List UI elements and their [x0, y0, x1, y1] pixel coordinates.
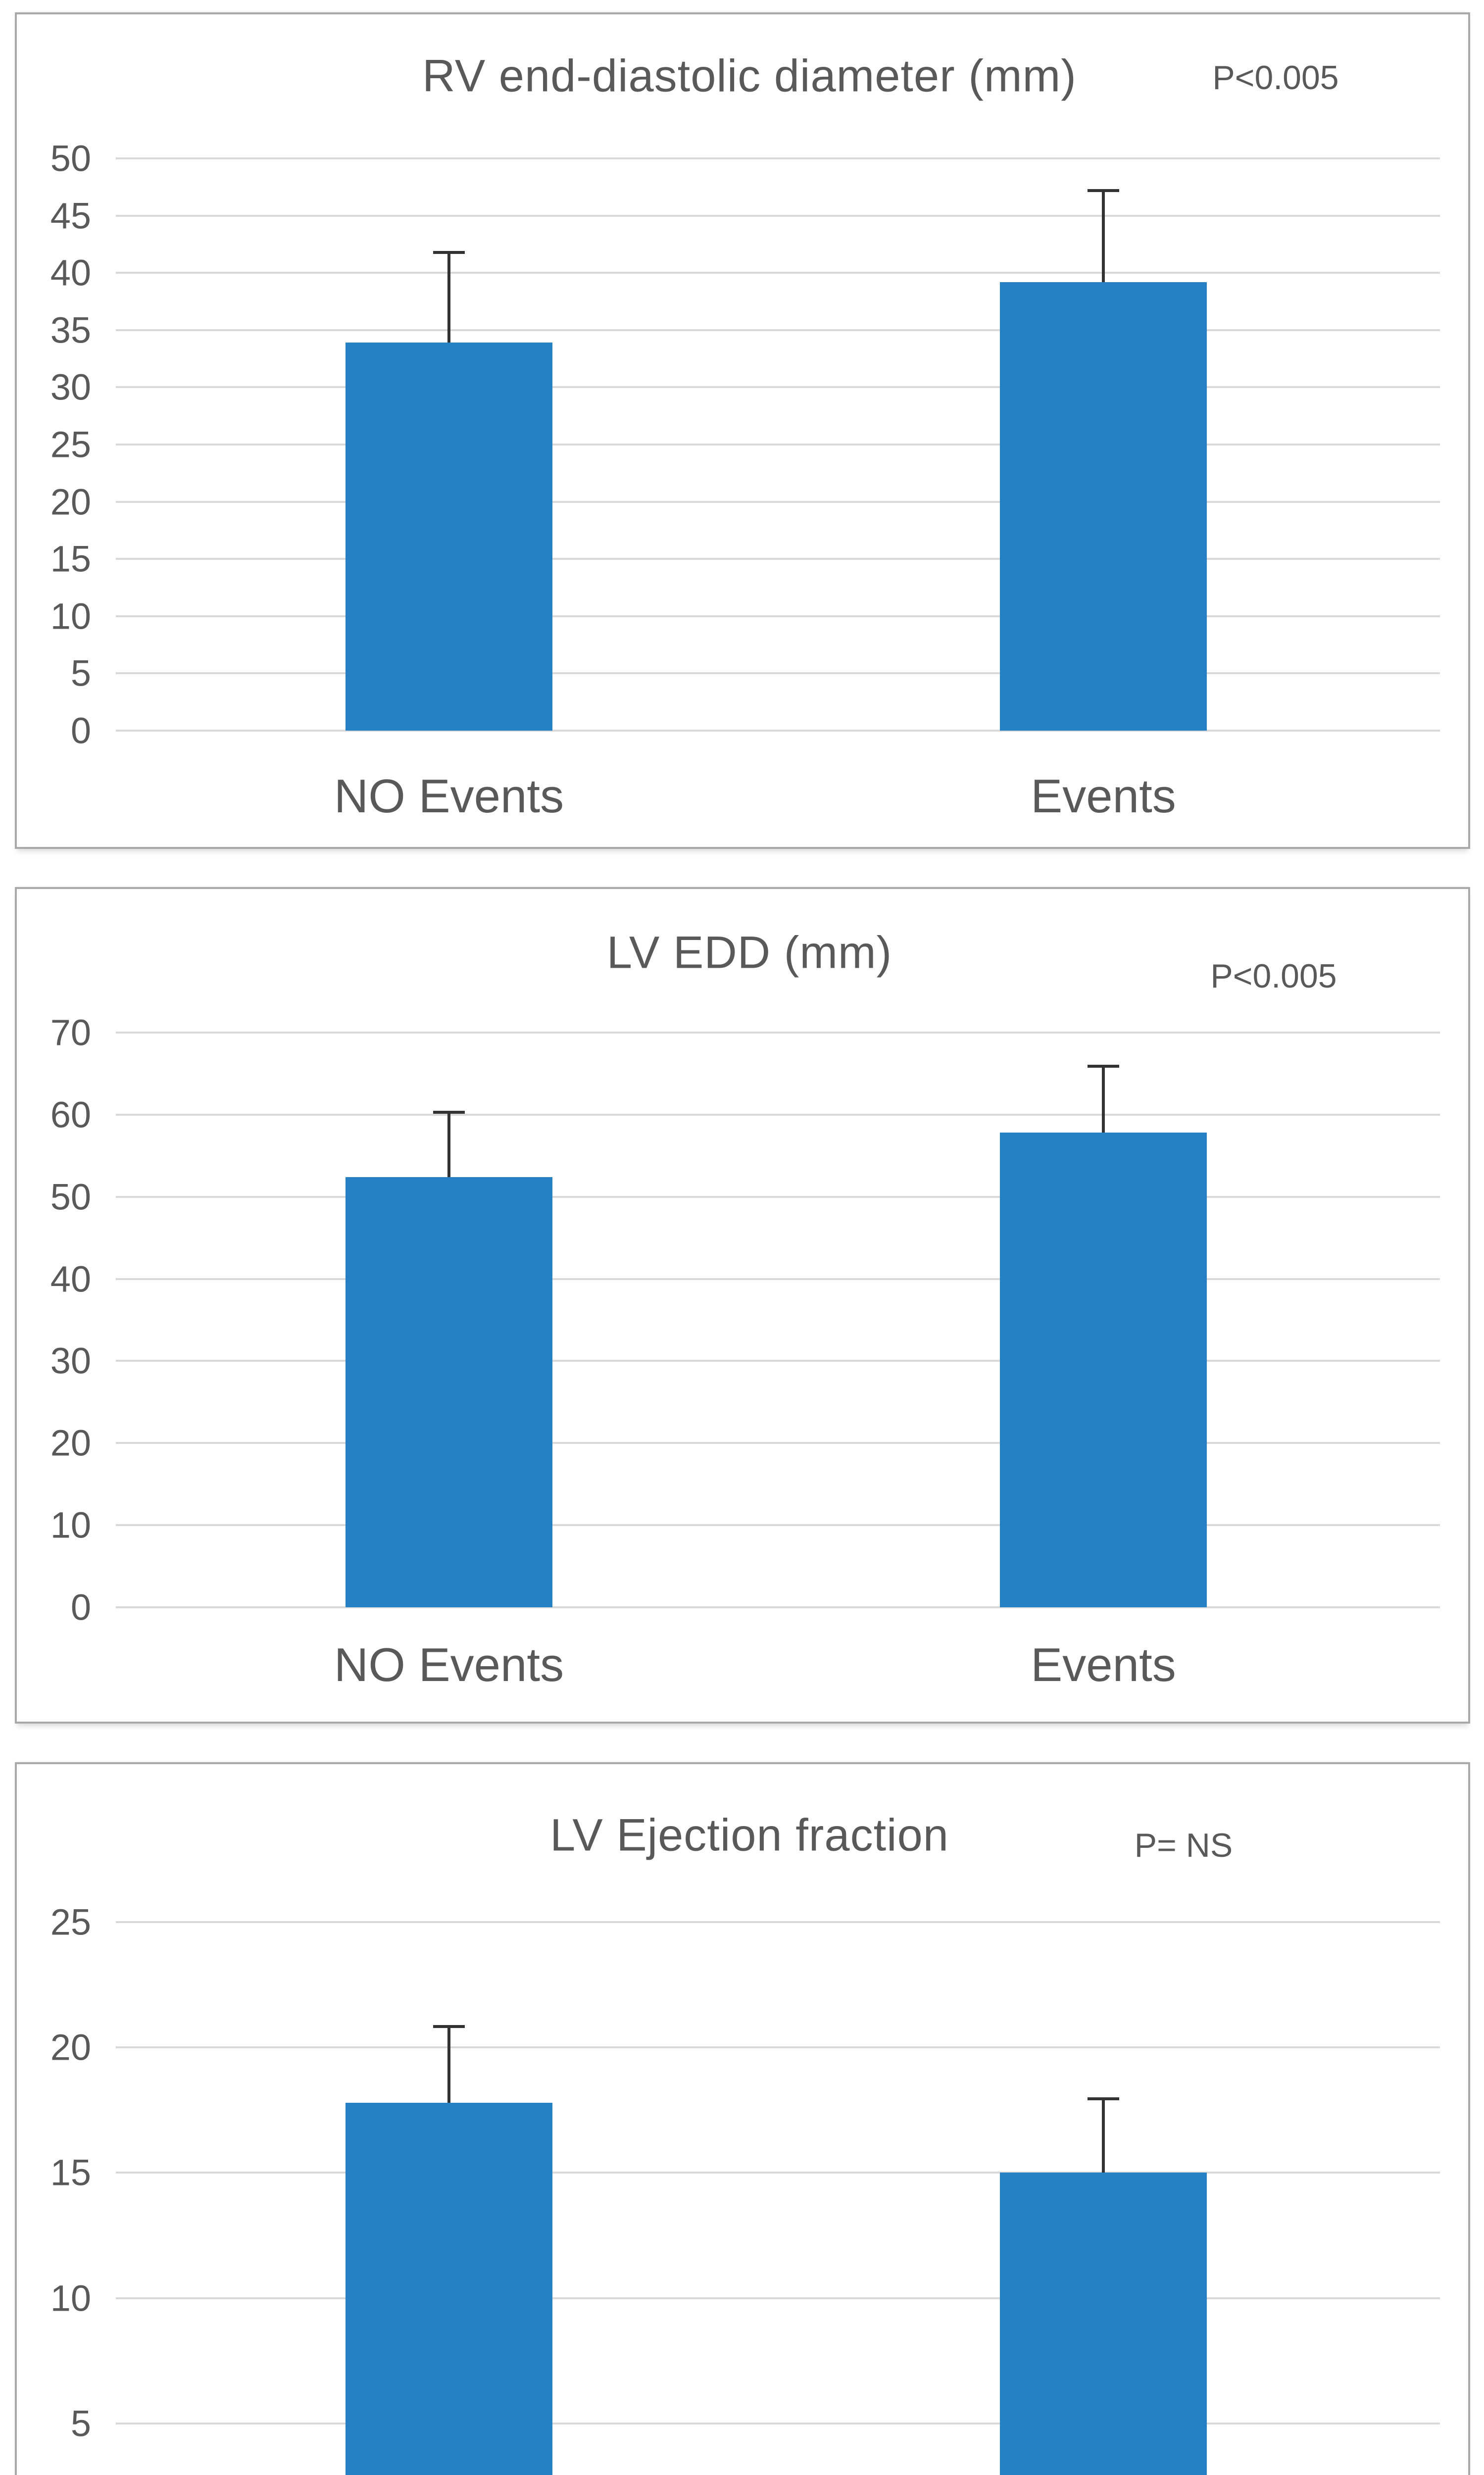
x-axis-line	[116, 730, 1440, 732]
bar-events	[1000, 2173, 1207, 2475]
y-tick-label: 25	[50, 424, 91, 465]
x-category-label: NO Events	[334, 1638, 564, 1691]
error-bar-cap	[1088, 1064, 1119, 1068]
error-bar-whisker	[447, 2025, 450, 2103]
gridline	[116, 386, 1440, 389]
y-tick-label: 15	[50, 2152, 91, 2193]
chart-panel-1: RV end-diastolic diameter (mm) P<0.005 0 5 1…	[15, 12, 1470, 849]
y-tick-label: 20	[50, 481, 91, 523]
x-category-label: Events	[1031, 770, 1176, 823]
y-tick-label: 20	[50, 2027, 91, 2068]
gridline	[116, 1278, 1440, 1280]
gridline	[116, 558, 1440, 560]
y-tick-label: 50	[50, 138, 91, 179]
gridline	[116, 2046, 1440, 2049]
gridline	[116, 1921, 1440, 1923]
y-tick-label: 70	[50, 1012, 91, 1053]
x-category-label: Events	[1031, 1638, 1176, 1691]
gridline	[116, 157, 1440, 159]
y-tick-label: 15	[50, 538, 91, 580]
bar-events	[1000, 1133, 1207, 1607]
gridline	[116, 1195, 1440, 1198]
x-axis-line	[116, 1606, 1440, 1608]
y-tick-label: 0	[70, 710, 91, 751]
x-category-label: NO Events	[334, 770, 564, 823]
error-bar-whisker	[1102, 2097, 1105, 2173]
y-tick-label: 60	[50, 1094, 91, 1136]
gridline	[116, 2172, 1440, 2174]
y-tick-label: 30	[50, 366, 91, 408]
gridline	[116, 500, 1440, 503]
error-bar-cap	[1088, 189, 1119, 193]
y-tick-label: 40	[50, 252, 91, 294]
y-tick-label: 40	[50, 1258, 91, 1300]
gridline	[116, 2422, 1440, 2425]
y-tick-label: 35	[50, 309, 91, 351]
chart-title: RV end-diastolic diameter (mm)	[422, 50, 1077, 101]
gridline	[116, 1442, 1440, 1444]
error-bar-cap	[1088, 2097, 1119, 2101]
bar-no-events	[346, 2102, 552, 2475]
gridline	[116, 1524, 1440, 1527]
y-tick-label: 10	[50, 1504, 91, 1546]
bar-no-events	[346, 343, 552, 731]
gridline	[116, 672, 1440, 675]
chart-title: LV EDD (mm)	[606, 927, 892, 978]
chart-title: LV Ejection fraction	[550, 1810, 949, 1861]
gridline	[116, 444, 1440, 446]
p-value-label: P= NS	[1134, 1827, 1233, 1864]
gridline	[116, 214, 1440, 217]
p-value-label: P<0.005	[1210, 957, 1337, 995]
gridline	[116, 1032, 1440, 1034]
error-bar-whisker	[447, 1110, 450, 1177]
error-bar-whisker	[447, 251, 450, 343]
y-tick-label: 5	[70, 2403, 91, 2444]
y-tick-label: 50	[50, 1176, 91, 1218]
gridline	[116, 1113, 1440, 1116]
y-tick-label: 25	[50, 1901, 91, 1943]
p-value-label: P<0.005	[1212, 59, 1339, 97]
chart-panel-2: LV EDD (mm) P<0.005 0 10 20 30 40 50 60 70 NO Even…	[15, 887, 1470, 1724]
error-bar-cap	[433, 2025, 465, 2028]
y-tick-label: 45	[50, 195, 91, 237]
gridline	[116, 329, 1440, 331]
y-tick-label: 5	[70, 652, 91, 694]
gridline	[116, 1360, 1440, 1362]
bar-no-events	[346, 1177, 552, 1607]
y-tick-label: 0	[70, 1586, 91, 1628]
gridline	[116, 2297, 1440, 2299]
y-tick-label: 20	[50, 1422, 91, 1464]
y-tick-label: 10	[50, 595, 91, 637]
error-bar-cap	[433, 251, 465, 254]
gridline	[116, 615, 1440, 617]
error-bar-whisker	[1102, 189, 1105, 282]
error-bar-whisker	[1102, 1064, 1105, 1133]
gridline	[116, 272, 1440, 274]
y-tick-label: 30	[50, 1340, 91, 1382]
y-tick-label: 10	[50, 2277, 91, 2319]
error-bar-cap	[433, 1110, 465, 1114]
bar-events	[1000, 282, 1207, 731]
